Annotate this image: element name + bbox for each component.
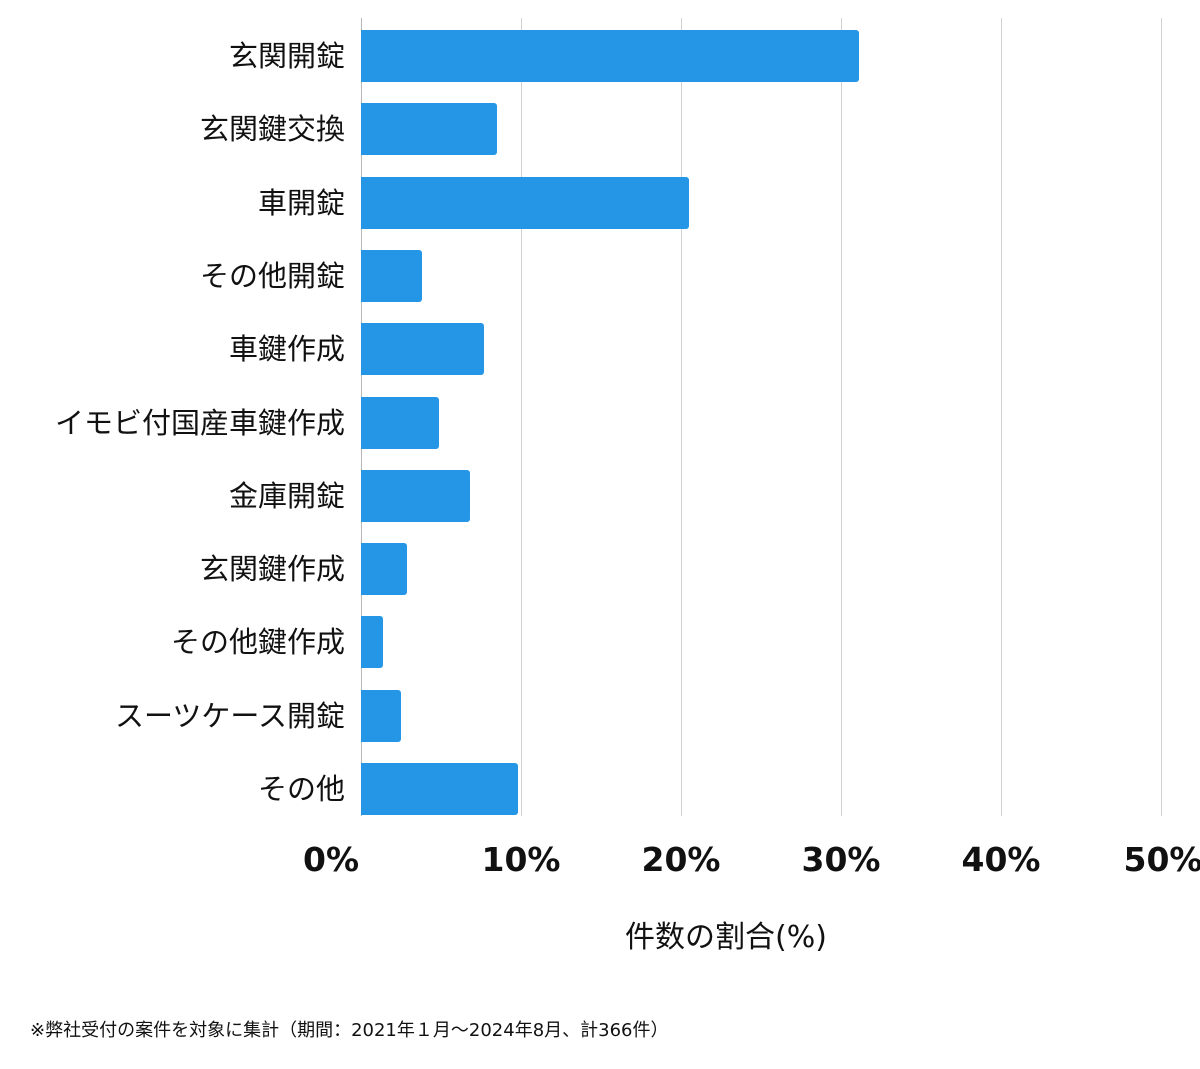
x-axis-label: 件数の割合(%) (625, 920, 827, 955)
category-label: スーツケース開錠 (115, 698, 345, 733)
category-label: 車鍵作成 (228, 332, 345, 367)
category-label: 車開錠 (257, 185, 345, 220)
category-label: 金庫開錠 (228, 478, 345, 513)
bar (361, 616, 384, 669)
bar (361, 469, 470, 522)
bar (361, 543, 408, 596)
bar (361, 689, 401, 742)
category-label: 玄関開錠 (228, 39, 345, 73)
category-label: イモビ付国産車鍵作成 (54, 405, 345, 440)
x-tick-label: 40% (961, 840, 1041, 879)
x-tick-label: 0% (302, 840, 360, 879)
gridline (521, 18, 522, 816)
plot-area (361, 18, 1162, 816)
gridline (1001, 18, 1002, 816)
bar (361, 30, 859, 82)
gridline (841, 18, 842, 816)
x-tick-label: 10% (481, 840, 561, 879)
category-label: 玄関鍵交換 (199, 112, 345, 147)
bar (361, 396, 440, 449)
category-label: 玄関鍵作成 (199, 552, 345, 587)
bar (361, 249, 422, 302)
gridline (681, 18, 682, 816)
x-tick-label: 50% (1123, 840, 1200, 879)
bar (361, 176, 689, 229)
category-label: その他 (257, 772, 345, 806)
category-label: その他開錠 (199, 258, 345, 293)
footnote: ※弊社受付の案件を対象に集計（期間：2021年１月〜2024年8月、計366件） (30, 1020, 669, 1041)
x-tick-label: 30% (801, 840, 881, 879)
category-label: その他鍵作成 (170, 625, 345, 660)
x-tick-label: 20% (641, 840, 721, 879)
gridline (1161, 18, 1162, 816)
bar (361, 323, 485, 376)
bar (361, 103, 497, 156)
bar (361, 763, 518, 815)
